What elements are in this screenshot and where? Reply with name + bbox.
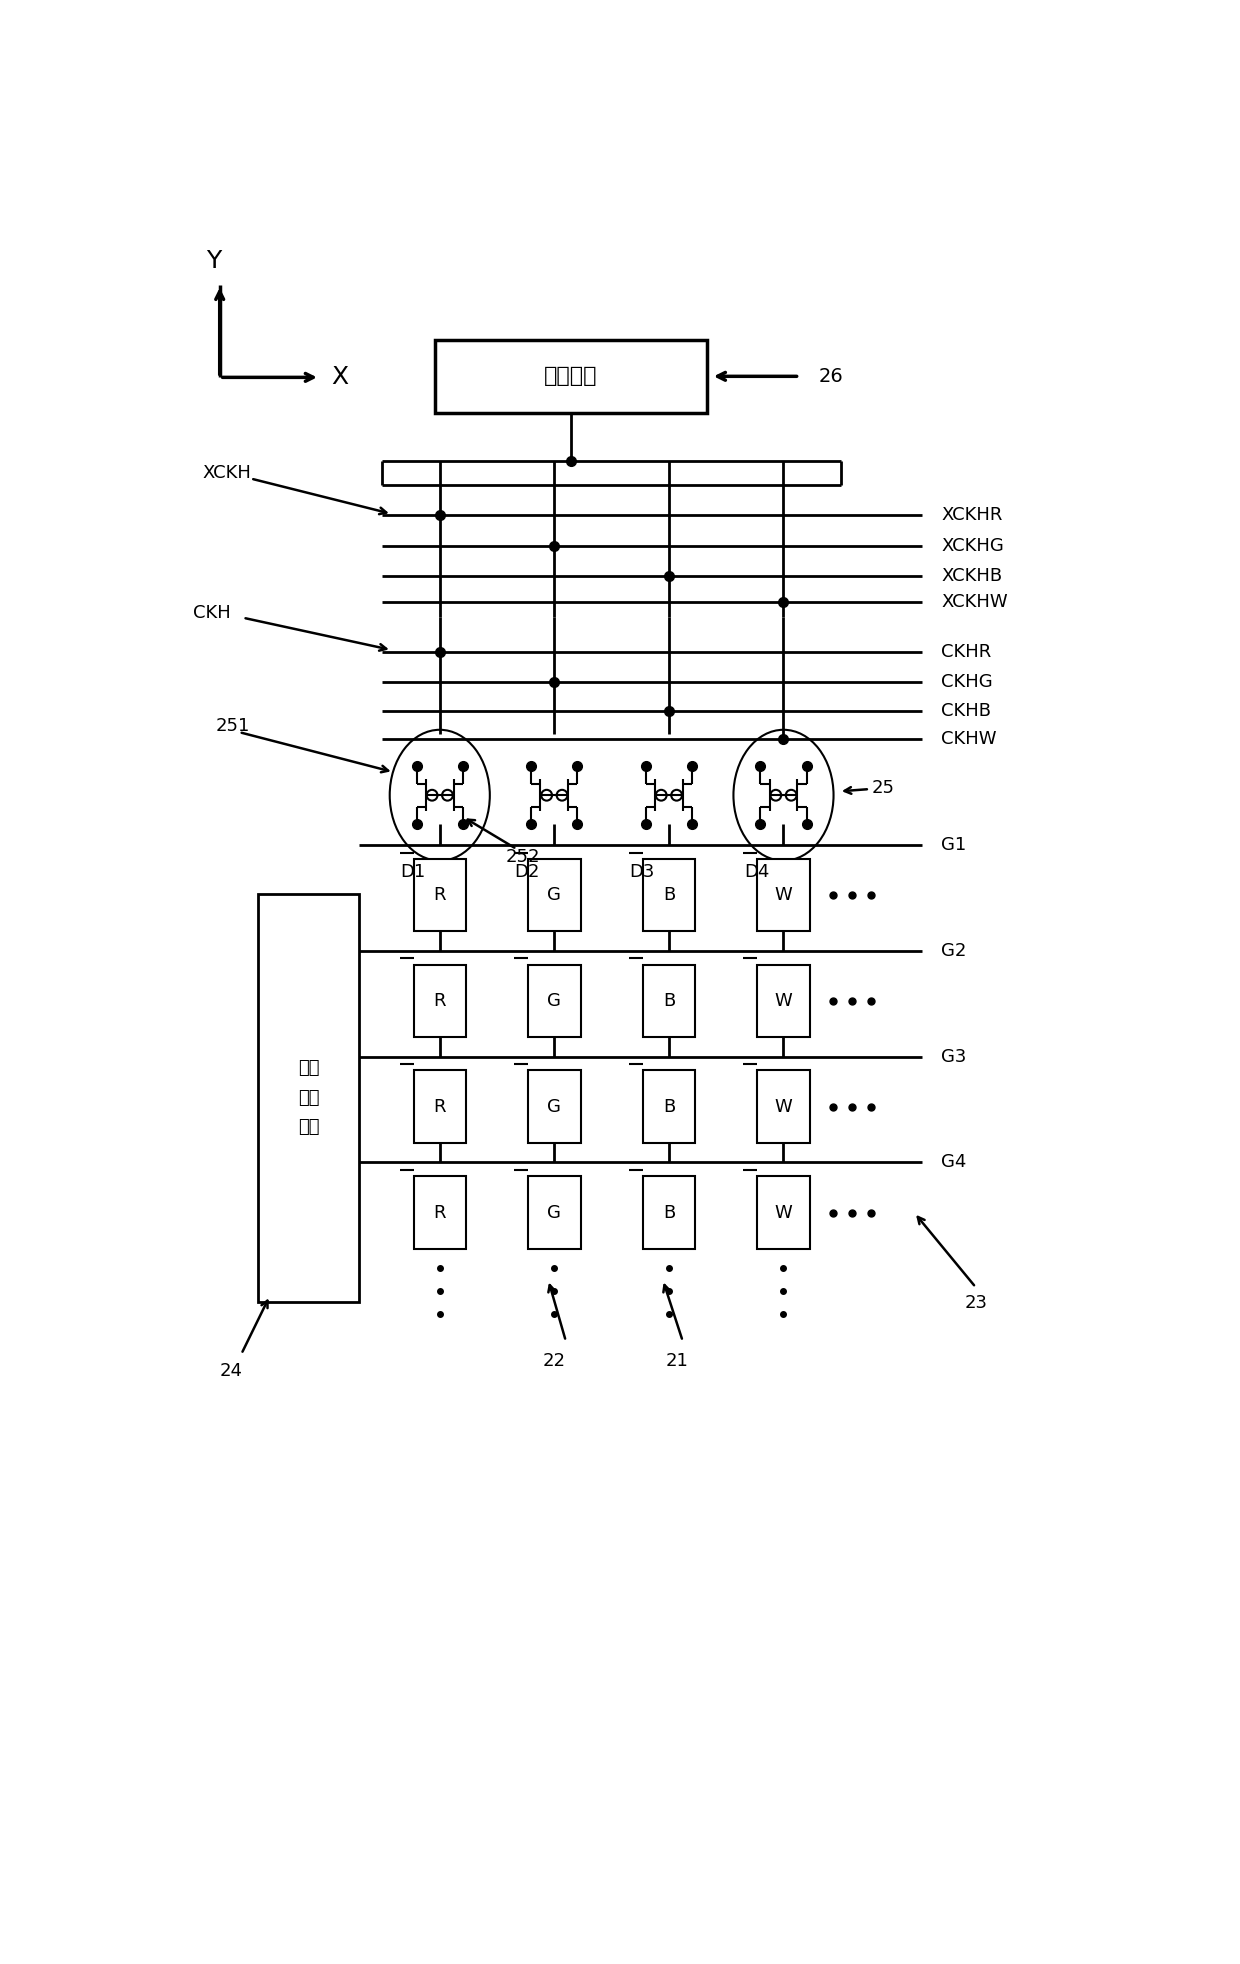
Text: R: R	[434, 992, 446, 1009]
Bar	[413, 1070, 466, 1143]
Bar	[528, 1070, 580, 1143]
Bar	[758, 964, 810, 1037]
Text: B: B	[663, 886, 675, 903]
Text: G3: G3	[941, 1047, 966, 1066]
Text: B: B	[663, 992, 675, 1009]
Bar	[758, 1070, 810, 1143]
Text: B: B	[663, 1098, 675, 1116]
Bar	[435, 340, 707, 412]
Bar	[642, 858, 696, 931]
Bar	[413, 1176, 466, 1249]
Text: X: X	[331, 365, 348, 389]
Text: G4: G4	[941, 1153, 966, 1171]
Text: 栅极
扫描
电路: 栅极 扫描 电路	[298, 1059, 319, 1135]
Text: XCKHR: XCKHR	[941, 507, 1003, 524]
Text: Y: Y	[206, 249, 221, 273]
Text: R: R	[434, 1098, 446, 1116]
Text: XCKHB: XCKHB	[941, 568, 1002, 585]
Bar	[642, 1176, 696, 1249]
Text: CKHG: CKHG	[941, 674, 993, 691]
Bar	[528, 1176, 580, 1249]
Bar	[258, 894, 358, 1302]
Text: W: W	[775, 992, 792, 1009]
Text: 22: 22	[543, 1351, 565, 1369]
Text: 驱动芯片: 驱动芯片	[544, 367, 598, 387]
Text: R: R	[434, 886, 446, 903]
Bar	[758, 858, 810, 931]
Text: D2: D2	[515, 864, 541, 882]
Bar	[528, 858, 580, 931]
Text: CKHW: CKHW	[941, 731, 997, 748]
Bar	[642, 1070, 696, 1143]
Text: G2: G2	[941, 943, 966, 960]
Text: G: G	[547, 886, 562, 903]
Text: 23: 23	[965, 1294, 987, 1312]
Text: G1: G1	[941, 837, 966, 854]
Text: 24: 24	[219, 1363, 243, 1381]
Text: XCKHG: XCKHG	[941, 536, 1004, 554]
Bar	[413, 858, 466, 931]
Text: B: B	[663, 1204, 675, 1222]
Bar	[413, 964, 466, 1037]
Text: D1: D1	[401, 864, 425, 882]
Text: 252: 252	[505, 848, 539, 866]
Text: R: R	[434, 1204, 446, 1222]
Bar	[642, 964, 696, 1037]
Text: W: W	[775, 1098, 792, 1116]
Text: G: G	[547, 1098, 562, 1116]
Text: XCKHW: XCKHW	[941, 593, 1008, 611]
Text: D3: D3	[629, 864, 655, 882]
Text: W: W	[775, 1204, 792, 1222]
Text: D4: D4	[744, 864, 769, 882]
Text: CKH: CKH	[192, 605, 231, 623]
Text: G: G	[547, 1204, 562, 1222]
Text: 21: 21	[665, 1351, 688, 1369]
Text: 25: 25	[872, 778, 895, 797]
Bar	[758, 1176, 810, 1249]
Text: G: G	[547, 992, 562, 1009]
Text: XCKH: XCKH	[203, 464, 252, 481]
Text: CKHB: CKHB	[941, 701, 991, 719]
Text: 251: 251	[216, 717, 250, 735]
Bar	[528, 964, 580, 1037]
Text: W: W	[775, 886, 792, 903]
Text: CKHR: CKHR	[941, 642, 992, 660]
Text: 26: 26	[818, 367, 843, 385]
